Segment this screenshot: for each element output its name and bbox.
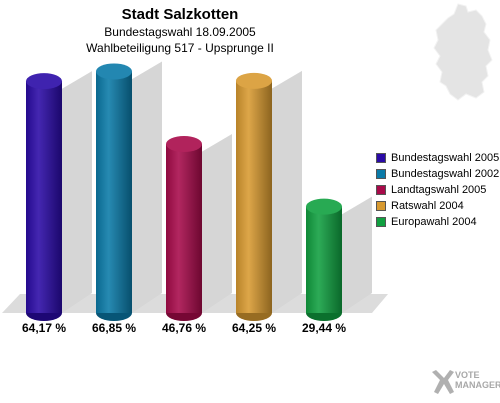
vote-manager-line1: VOTE <box>455 370 480 380</box>
legend-label: Bundestagswahl 2005 <box>391 152 500 164</box>
vote-manager-logo: VOTE MANAGER <box>430 366 500 398</box>
legend-item: Bundestagswahl 2002 <box>376 166 499 182</box>
legend-item: Bundestagswahl 2005 <box>376 150 499 166</box>
bar-body-front <box>236 80 272 314</box>
bar-value-label: 29,44 % <box>302 321 346 335</box>
bar-1 <box>26 73 62 321</box>
legend-swatch <box>376 201 386 211</box>
chart-legend: Bundestagswahl 2005 Bundestagswahl 2002 La… <box>376 150 499 230</box>
legend-label: Landtagswahl 2005 <box>391 184 487 196</box>
legend-swatch <box>376 217 386 227</box>
bar-3 <box>166 136 202 321</box>
legend-label: Bundestagswahl 2002 <box>391 168 500 180</box>
vote-manager-text: VOTE MANAGER <box>455 370 500 390</box>
bar-value-label: 66,85 % <box>92 321 136 335</box>
bar-top <box>166 136 202 153</box>
bar-shadow <box>268 70 302 314</box>
bar-5 <box>306 198 342 321</box>
vote-manager-logo-icon <box>432 370 454 394</box>
bar-shadow <box>58 71 92 313</box>
bar-shadow <box>128 61 162 313</box>
bar-4 <box>236 72 272 321</box>
bar-top <box>26 73 62 90</box>
bar-top <box>96 63 132 80</box>
bar-body-front <box>26 81 62 313</box>
bar-body-front <box>166 144 202 313</box>
legend-label: Ratswahl 2004 <box>391 200 464 212</box>
chart-subtitle-turnout: Wahlbeteiligung 517 - Upsprunge II <box>86 41 274 55</box>
bar-2 <box>96 63 132 321</box>
legend-item: Ratswahl 2004 <box>376 198 499 214</box>
legend-swatch <box>376 153 386 163</box>
bar-top <box>306 198 342 215</box>
bar-value-label: 64,17 % <box>22 321 66 335</box>
bar-shadow <box>338 196 372 313</box>
legend-item: Europawahl 2004 <box>376 214 499 230</box>
legend-swatch <box>376 169 386 179</box>
bar-top <box>236 72 272 89</box>
chart-subtitle-election: Bundestagswahl 18.09.2005 <box>104 25 256 39</box>
legend-swatch <box>376 185 386 195</box>
bar-shadow <box>198 134 232 313</box>
germany-map-icon <box>433 3 493 101</box>
bar-value-label: 46,76 % <box>162 321 206 335</box>
vote-manager-line2: MANAGER <box>455 380 500 390</box>
legend-label: Europawahl 2004 <box>391 216 477 228</box>
chart-title: Stadt Salzkotten <box>121 6 239 23</box>
legend-item: Landtagswahl 2005 <box>376 182 499 198</box>
chart-header: Stadt Salzkotten Bundestagswahl 18.09.20… <box>0 6 360 56</box>
bar-value-label: 64,25 % <box>232 321 276 335</box>
bar-body-front <box>306 206 342 313</box>
bar-body-front <box>96 71 132 313</box>
